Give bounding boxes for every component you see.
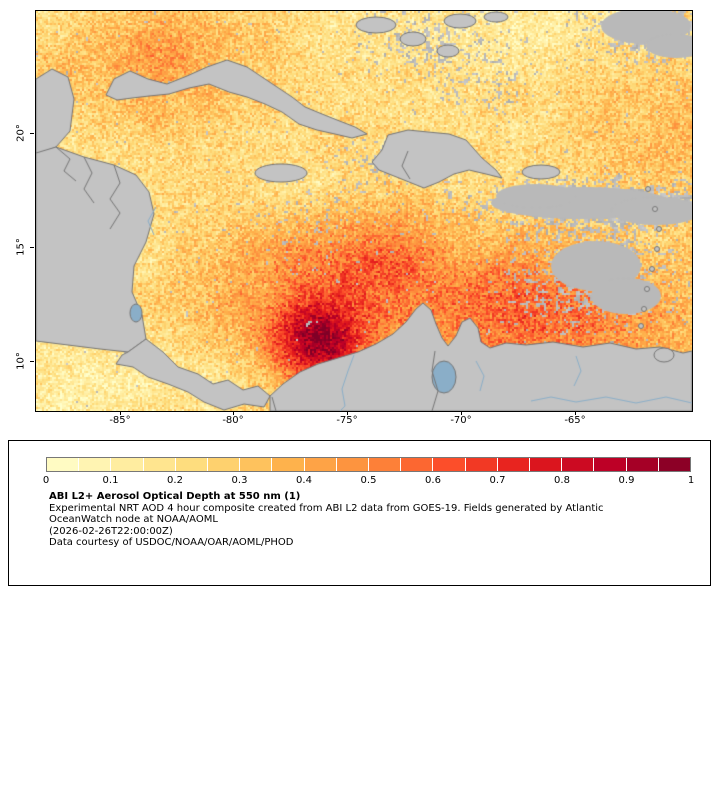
colorbar-segment <box>47 458 79 471</box>
colorbar-tick-label: 0.9 <box>618 475 635 486</box>
colorbar-segment <box>369 458 401 471</box>
aod-map-canvas <box>35 10 693 412</box>
colorbar-tick-label: 0.3 <box>231 475 248 486</box>
colorbar-segment <box>240 458 272 471</box>
colorbar-segment <box>111 458 143 471</box>
y-axis-tickmark <box>30 247 34 248</box>
colorbar-segment <box>208 458 240 471</box>
colorbar-segment <box>594 458 626 471</box>
x-axis-tickmark <box>347 411 348 415</box>
colorbar-segment <box>626 458 658 471</box>
colorbar-segment <box>530 458 562 471</box>
colorbar-segment <box>304 458 336 471</box>
colorbar-tick-label: 0.6 <box>425 475 441 486</box>
colorbar-segment <box>562 458 594 471</box>
colorbar-tick-label: 0.1 <box>102 475 119 486</box>
colorbar-segment <box>79 458 111 471</box>
legend-timestamp: (2026-02-26T22:00:00Z) <box>49 525 173 537</box>
y-axis-tick-label: 15° <box>15 238 27 256</box>
legend-credit: Data courtesy of USDOC/NOAA/OAR/AOML/PHO… <box>49 537 294 548</box>
legend-title: ABI L2+ Aerosol Optical Depth at 550 nm … <box>49 491 301 502</box>
colorbar-segment <box>143 458 175 471</box>
colorbar-segment <box>175 458 208 471</box>
x-axis-tick-label: -75° <box>336 415 358 426</box>
y-axis-tickmark <box>30 133 34 134</box>
x-axis-tickmark <box>120 411 121 415</box>
colorbar-tick-label: 0.8 <box>554 475 570 486</box>
colorbar-segment <box>658 458 691 471</box>
colorbar-tick-label: 0.2 <box>167 475 183 486</box>
x-axis-tick-label: -70° <box>450 415 472 426</box>
legend-panel: 0 0.1 0.2 0.3 0.4 0.5 0.6 0.7 0.8 0.9 1 ABI L2+ Ae… <box>8 440 711 586</box>
x-axis-tick-label: -80° <box>222 415 244 426</box>
map-figure: -85° -80° -75° -70° -65° 20° 15° 10° <box>15 10 693 426</box>
x-axis-tickmark <box>233 411 234 415</box>
legend-description-line2: OceanWatch node at NOAA/AOML <box>49 514 218 525</box>
x-axis-tickmark <box>575 411 576 415</box>
colorbar-segment <box>497 458 530 471</box>
colorbar-tick-label: 1 <box>687 475 695 486</box>
y-axis-tickmark <box>30 361 34 362</box>
colorbar-tick-label: 0.5 <box>360 475 377 486</box>
colorbar <box>46 457 691 472</box>
x-axis-tickmark <box>461 411 462 415</box>
colorbar-tick-labels: 0 0.1 0.2 0.3 0.4 0.5 0.6 0.7 0.8 0.9 1 <box>42 475 695 488</box>
colorbar-tick-label: 0.4 <box>296 475 312 486</box>
colorbar-segment <box>433 458 465 471</box>
y-axis-tick-label: 20° <box>15 124 27 142</box>
colorbar-segment <box>465 458 497 471</box>
colorbar-segment <box>272 458 304 471</box>
legend-description-line1: Experimental NRT AOD 4 hour composite cr… <box>49 502 604 514</box>
x-axis-tick-label: -85° <box>109 415 131 426</box>
x-axis-tick-label: -65° <box>564 415 586 426</box>
y-axis-tick-label: 10° <box>15 352 27 370</box>
legend-text-block: ABI L2+ Aerosol Optical Depth at 550 nm … <box>49 491 604 549</box>
colorbar-segment <box>336 458 369 471</box>
colorbar-tick-label: 0.7 <box>489 475 506 486</box>
colorbar-segment <box>401 458 433 471</box>
colorbar-tick-label: 0 <box>42 475 50 486</box>
